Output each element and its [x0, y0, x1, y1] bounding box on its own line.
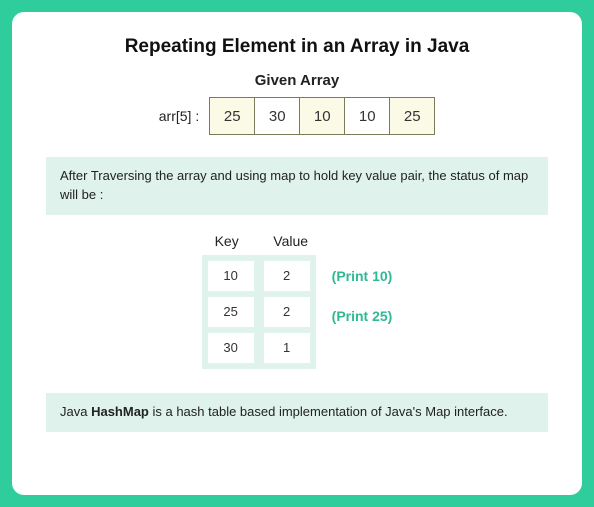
hint: (Print 25) [332, 301, 393, 331]
array-cell: 10 [344, 97, 390, 135]
map-row: 10 2 [208, 261, 310, 291]
array-cell: 25 [209, 97, 255, 135]
footer-box: Java HashMap is a hash table based imple… [46, 393, 548, 432]
card: Repeating Element in an Array in Java Gi… [12, 12, 582, 495]
note-box: After Traversing the array and using map… [46, 157, 548, 215]
map-key-cell: 10 [208, 261, 254, 291]
map-key-cell: 30 [208, 333, 254, 363]
map-key-cell: 25 [208, 297, 254, 327]
array-cell: 30 [254, 97, 300, 135]
map-body: 10 2 25 2 30 1 [202, 255, 316, 369]
map-section: Key Value 10 2 25 2 30 1 (Print 10) [40, 233, 554, 371]
subtitle: Given Array [40, 72, 554, 89]
footer-bold: HashMap [91, 404, 149, 419]
array-row: arr[5] : 25 30 10 10 25 [40, 97, 554, 135]
page-title: Repeating Element in an Array in Java [40, 36, 554, 58]
footer-suffix: is a hash table based implementation of … [149, 404, 508, 419]
array-label: arr[5] : [159, 108, 199, 124]
map-headers: Key Value [202, 233, 316, 249]
array-cell: 25 [389, 97, 435, 135]
map-value-cell: 1 [264, 333, 310, 363]
array-cell: 10 [299, 97, 345, 135]
map-value-cell: 2 [264, 297, 310, 327]
map-row: 25 2 [208, 297, 310, 327]
map-table: Key Value 10 2 25 2 30 1 [202, 233, 316, 369]
key-header: Key [204, 233, 250, 249]
hints-column: (Print 10) (Print 25) [332, 233, 393, 371]
footer-prefix: Java [60, 404, 91, 419]
map-row: 30 1 [208, 333, 310, 363]
value-header: Value [268, 233, 314, 249]
map-value-cell: 2 [264, 261, 310, 291]
hint: (Print 10) [332, 261, 393, 291]
hint [332, 341, 393, 371]
array-cells: 25 30 10 10 25 [209, 97, 435, 135]
